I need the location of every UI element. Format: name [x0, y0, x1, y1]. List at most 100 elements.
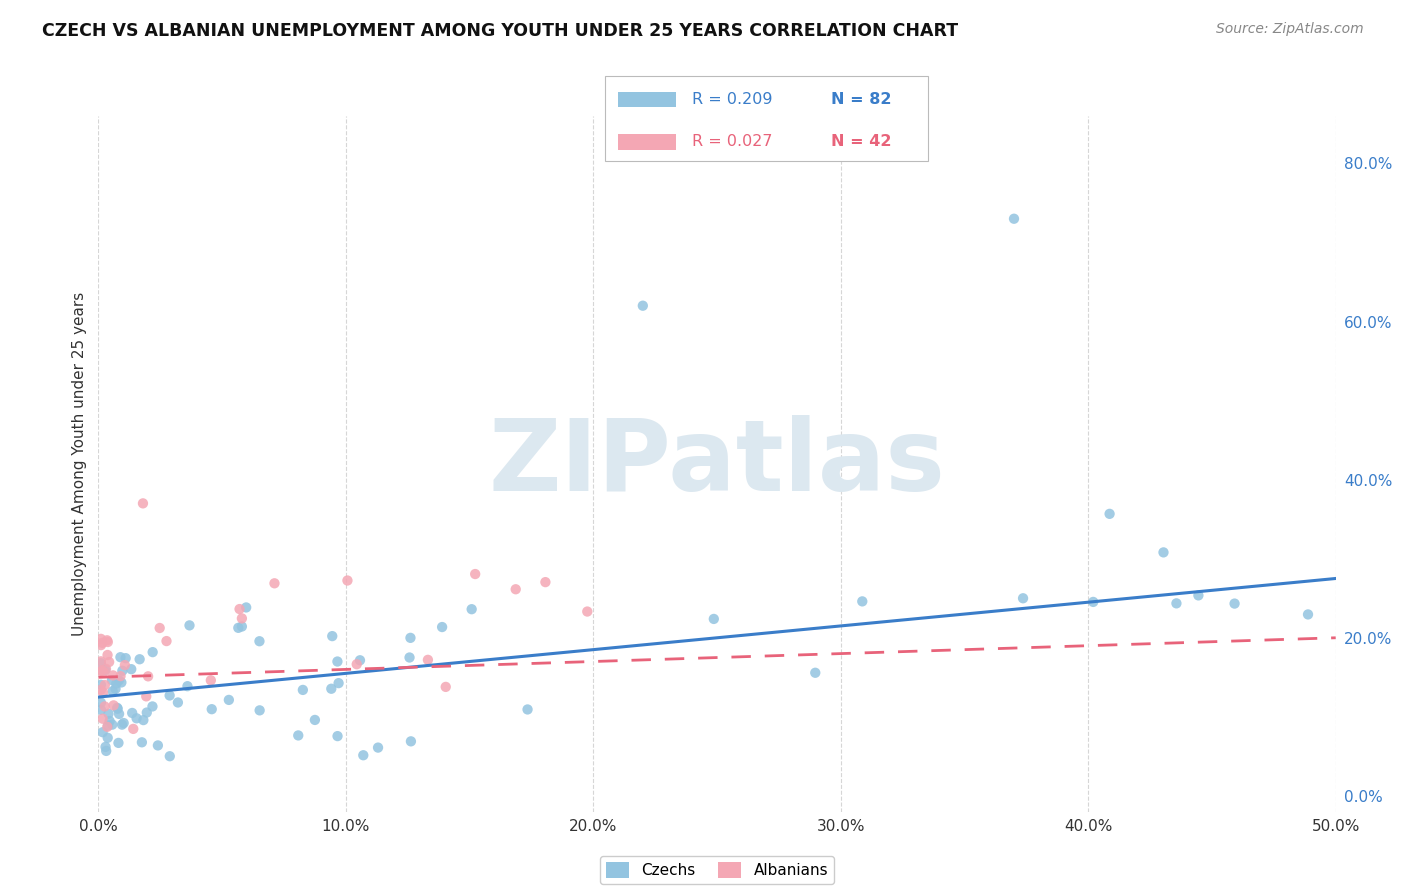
Point: [346, 657, 368, 672]
Point: [90, 703, 112, 717]
Text: R = 0.209: R = 0.209: [692, 92, 772, 107]
Point: [97, 718, 120, 732]
Point: [367, 740, 389, 755]
Point: [112, 716, 135, 731]
Point: [136, 669, 159, 683]
Point: [94, 663, 117, 677]
Point: [349, 653, 371, 667]
Point: [1187, 588, 1209, 602]
Point: [326, 655, 349, 669]
Point: [336, 574, 359, 588]
Point: [804, 665, 827, 680]
Point: [97, 635, 120, 649]
Point: [851, 594, 873, 608]
Point: [505, 582, 527, 597]
FancyBboxPatch shape: [617, 135, 676, 150]
Point: [90, 696, 112, 710]
Point: [434, 680, 457, 694]
Point: [321, 681, 343, 696]
Point: [142, 645, 165, 659]
Point: [101, 673, 124, 687]
Point: [120, 662, 142, 676]
Legend: Czechs, Albanians: Czechs, Albanians: [600, 856, 834, 884]
Point: [159, 749, 181, 764]
Point: [135, 690, 157, 704]
Point: [121, 706, 143, 720]
Point: [128, 652, 150, 666]
Point: [235, 600, 257, 615]
Point: [90, 632, 112, 646]
Point: [231, 619, 253, 633]
Point: [114, 651, 136, 665]
Point: [90, 654, 112, 668]
Point: [460, 602, 482, 616]
Point: [155, 634, 177, 648]
Point: [111, 664, 134, 678]
Point: [1098, 507, 1121, 521]
Point: [464, 567, 486, 582]
Point: [105, 676, 128, 690]
Point: [132, 713, 155, 727]
Point: [90, 664, 112, 678]
Point: [110, 669, 132, 683]
Point: [1012, 591, 1035, 606]
Point: [304, 713, 326, 727]
Point: [93, 699, 115, 714]
Point: [141, 699, 163, 714]
FancyBboxPatch shape: [605, 76, 928, 161]
Point: [576, 605, 599, 619]
Point: [218, 693, 240, 707]
Point: [91, 725, 114, 739]
Point: [131, 735, 153, 749]
Point: [1296, 607, 1319, 622]
Point: [96, 648, 118, 662]
Point: [1002, 211, 1025, 226]
Point: [94, 662, 117, 676]
Point: [97, 731, 120, 745]
Point: [90, 657, 112, 671]
Point: [159, 689, 181, 703]
Point: [101, 668, 124, 682]
Point: [125, 711, 148, 725]
Point: [228, 602, 250, 616]
Point: [110, 650, 132, 665]
Y-axis label: Unemployment Among Youth under 25 years: Unemployment Among Youth under 25 years: [72, 292, 87, 636]
Point: [96, 633, 118, 648]
Point: [96, 720, 118, 734]
Point: [326, 729, 349, 743]
Point: [249, 703, 271, 717]
Point: [107, 736, 129, 750]
Text: ZIPatlas: ZIPatlas: [489, 416, 945, 512]
Point: [249, 634, 271, 648]
Point: [132, 496, 155, 510]
Point: [399, 631, 422, 645]
Point: [226, 621, 249, 635]
Point: [352, 748, 374, 763]
Point: [1223, 597, 1246, 611]
Point: [231, 611, 253, 625]
Point: [108, 706, 131, 721]
Point: [291, 682, 314, 697]
Point: [91, 636, 114, 650]
Point: [96, 744, 118, 758]
Point: [111, 717, 134, 731]
Point: [135, 706, 157, 720]
Point: [90, 678, 112, 692]
Text: CZECH VS ALBANIAN UNEMPLOYMENT AMONG YOUTH UNDER 25 YEARS CORRELATION CHART: CZECH VS ALBANIAN UNEMPLOYMENT AMONG YOU…: [42, 22, 959, 40]
Point: [103, 698, 125, 713]
Point: [201, 702, 224, 716]
Point: [516, 702, 538, 716]
Text: Source: ZipAtlas.com: Source: ZipAtlas.com: [1216, 22, 1364, 37]
Text: N = 82: N = 82: [831, 92, 891, 107]
Point: [107, 702, 129, 716]
Point: [93, 665, 115, 680]
Point: [200, 673, 222, 688]
Point: [146, 739, 169, 753]
Point: [328, 676, 350, 690]
Point: [101, 684, 124, 698]
Point: [176, 679, 198, 693]
Point: [91, 685, 114, 699]
Text: R = 0.027: R = 0.027: [692, 135, 772, 150]
Point: [105, 701, 128, 715]
Point: [98, 714, 121, 728]
